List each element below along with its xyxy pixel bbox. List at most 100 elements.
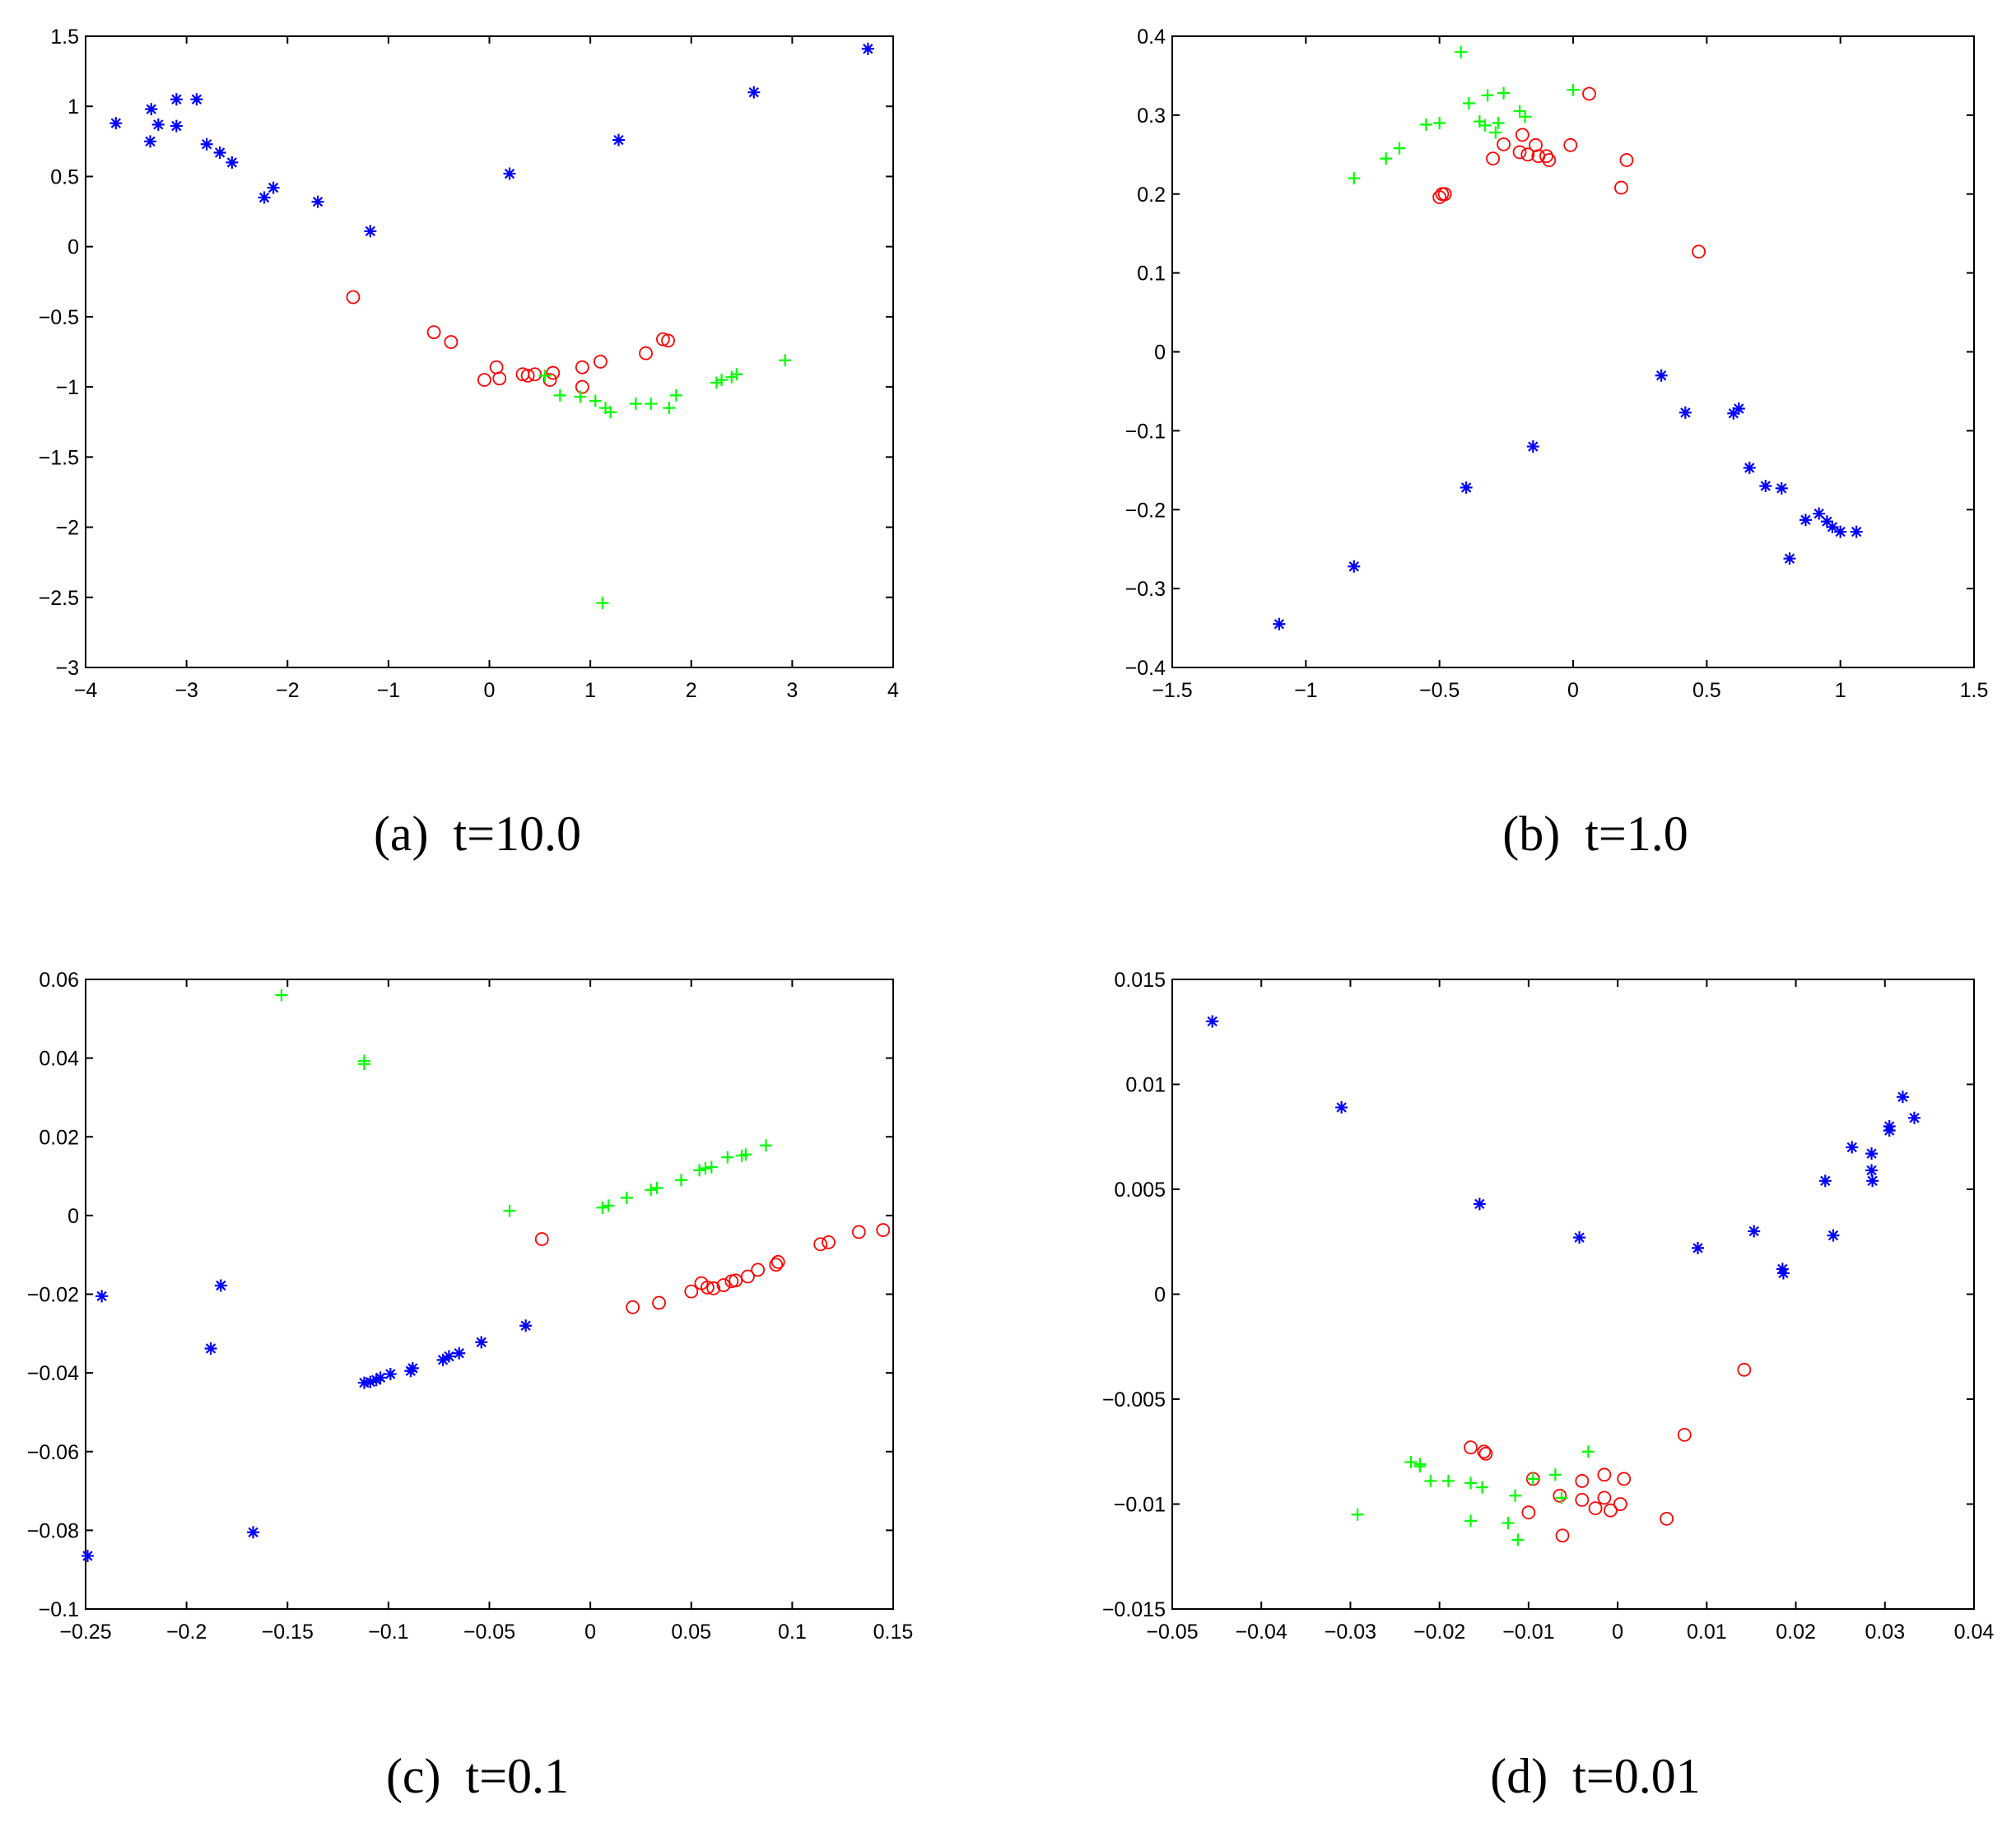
x-tick-label: 0 <box>1612 1621 1623 1644</box>
data-point <box>851 1225 866 1239</box>
series-class-1 <box>81 1279 533 1562</box>
data-point <box>1206 1015 1219 1028</box>
y-tick-label: −1 <box>55 376 79 399</box>
data-point <box>528 367 542 382</box>
data-point <box>1896 1091 1909 1104</box>
data-point <box>1582 86 1596 101</box>
data-point <box>759 1139 772 1152</box>
data-point <box>357 1054 370 1067</box>
data-point <box>674 1174 687 1187</box>
data-point <box>1597 1490 1612 1505</box>
series-class-1 <box>1273 369 1863 630</box>
x-tick-label: −1 <box>377 679 401 702</box>
y-tick-label: −0.005 <box>1102 1388 1166 1411</box>
data-point <box>1677 1427 1692 1442</box>
data-point <box>1455 45 1468 58</box>
plot-area <box>85 979 894 1610</box>
data-point <box>267 181 280 194</box>
data-point <box>151 118 165 131</box>
data-point <box>575 379 589 394</box>
y-tick-label: −2 <box>55 517 79 540</box>
data-point <box>1846 1141 1859 1154</box>
x-tick-label: 0.5 <box>1692 679 1721 702</box>
data-point <box>1464 1514 1478 1528</box>
data-point <box>190 93 203 106</box>
data-point <box>1555 1491 1568 1504</box>
y-tick-label: −0.08 <box>27 1519 79 1542</box>
data-point <box>275 988 288 1002</box>
data-point <box>1351 1508 1364 1521</box>
data-point <box>1512 145 1527 160</box>
x-tick-label: −0.5 <box>1419 679 1460 702</box>
data-point <box>1435 187 1450 202</box>
data-point <box>706 1281 721 1295</box>
data-point <box>741 1269 755 1284</box>
data-point <box>1478 119 1492 132</box>
data-point <box>492 371 507 386</box>
y-tick-label: 0.2 <box>1137 184 1166 207</box>
data-point <box>1529 137 1543 152</box>
data-point <box>213 146 226 159</box>
data-point <box>1759 479 1772 492</box>
data-point <box>1424 1474 1437 1487</box>
data-point <box>442 1350 455 1363</box>
panel-caption: (b) t=1.0 <box>1502 807 1688 861</box>
data-point <box>226 156 239 169</box>
data-point <box>1727 407 1740 420</box>
data-point <box>1464 1440 1478 1455</box>
chart-panel-1: −4 −3 −2 −1 0 1 2 3 4−3−2.5−2−1.5−1−0.500.511.5(… <box>39 26 899 861</box>
data-point <box>364 1375 377 1388</box>
y-tick-label: 0.5 <box>50 165 79 188</box>
data-point <box>730 368 743 381</box>
data-point <box>1575 1474 1590 1488</box>
data-point <box>1404 1456 1418 1468</box>
data-point <box>705 1160 718 1174</box>
data-point <box>656 332 670 346</box>
data-point <box>1489 126 1502 139</box>
data-point <box>1441 1474 1455 1487</box>
y-tick-label: −0.5 <box>39 306 79 329</box>
x-tick-label: −1.5 <box>1152 679 1192 702</box>
data-point <box>1783 552 1796 565</box>
data-point <box>546 365 561 380</box>
data-point <box>1883 1120 1896 1132</box>
x-tick-label: 0 <box>584 1621 596 1644</box>
x-tick-label: 1 <box>1835 679 1846 702</box>
data-point <box>747 86 761 99</box>
x-tick-label: −0.15 <box>262 1621 314 1644</box>
data-point <box>1520 147 1535 162</box>
data-point <box>1526 1472 1539 1486</box>
data-point <box>1655 369 1668 382</box>
y-tick-label: −3 <box>55 657 79 680</box>
data-point <box>453 1346 466 1360</box>
data-point <box>1393 142 1406 155</box>
data-point <box>95 1290 109 1303</box>
data-point <box>519 1319 533 1332</box>
data-point <box>612 133 625 146</box>
x-tick-label: 0.03 <box>1865 1621 1905 1644</box>
x-tick-label: −0.1 <box>368 1621 408 1644</box>
data-point <box>1519 110 1532 123</box>
x-tick-label: −0.04 <box>1236 1621 1287 1644</box>
data-point <box>1476 1481 1489 1494</box>
data-point <box>604 406 617 419</box>
data-point <box>1548 1468 1562 1481</box>
y-tick-label: 0.3 <box>1137 105 1166 128</box>
data-point <box>258 191 271 204</box>
data-point <box>1614 180 1628 195</box>
data-point <box>876 1223 891 1237</box>
x-tick-label: −0.01 <box>1502 1621 1554 1644</box>
data-point <box>384 1368 397 1381</box>
x-tick-label: −0.02 <box>1413 1621 1465 1644</box>
data-point <box>693 1164 706 1177</box>
data-point <box>346 290 361 305</box>
x-tick-label: −2 <box>276 679 300 702</box>
data-point <box>534 1232 549 1246</box>
data-point <box>311 195 324 208</box>
y-tick-label: −0.1 <box>1125 420 1166 443</box>
data-point <box>1511 1533 1525 1546</box>
x-tick-label: −3 <box>175 679 198 702</box>
x-tick-label: 4 <box>887 679 899 702</box>
data-point <box>1555 1528 1570 1543</box>
chart-panel-3: −0.25 −0.2 −0.15 −0.1 −0.05 0 0.05 0.1 0.15 −0.1 −… <box>27 969 914 1803</box>
